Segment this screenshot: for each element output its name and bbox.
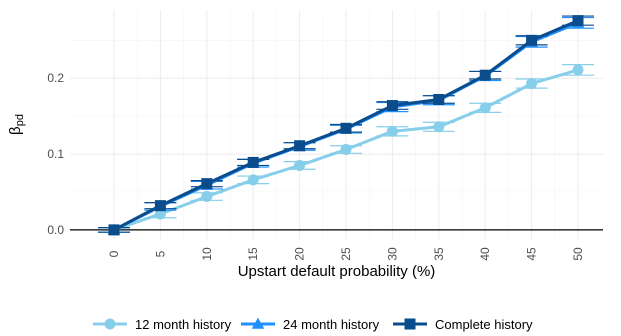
y-axis-ticks: 0.0 0.1 0.2 bbox=[47, 71, 64, 237]
legend: 12 month history 24 month history Complete… bbox=[93, 317, 533, 332]
y-tick-label: 0.2 bbox=[47, 71, 64, 85]
data-point bbox=[479, 102, 491, 114]
legend-label: Complete history bbox=[435, 317, 533, 332]
data-point bbox=[108, 224, 120, 236]
x-tick-label: 50 bbox=[571, 247, 585, 261]
series-layer bbox=[98, 15, 594, 236]
x-tick-label: 45 bbox=[525, 247, 539, 261]
data-point bbox=[294, 140, 306, 152]
series-12-month-history bbox=[98, 63, 594, 236]
x-axis-title: Upstart default probability (%) bbox=[238, 263, 436, 280]
data-point bbox=[572, 64, 584, 76]
legend-item: 12 month history bbox=[93, 317, 232, 332]
legend-key-marker bbox=[251, 317, 265, 329]
data-point bbox=[386, 125, 398, 137]
data-point bbox=[526, 78, 538, 90]
x-axis-ticks: 0 5 10 15 20 25 30 35 40 45 50 bbox=[107, 247, 585, 261]
data-point bbox=[201, 191, 213, 203]
legend-label: 24 month history bbox=[283, 317, 380, 332]
data-point bbox=[247, 174, 259, 186]
data-point bbox=[386, 100, 398, 112]
x-tick-label: 5 bbox=[153, 250, 167, 257]
y-axis-title-sub: pd bbox=[14, 114, 26, 126]
data-point bbox=[154, 208, 166, 220]
series-complete-history bbox=[98, 15, 594, 236]
y-axis-title: βpd bbox=[7, 114, 26, 135]
data-point bbox=[526, 34, 538, 46]
legend-item: Complete history bbox=[393, 317, 533, 332]
data-point bbox=[479, 69, 491, 81]
x-tick-label: 25 bbox=[339, 247, 353, 261]
x-tick-label: 10 bbox=[200, 247, 214, 261]
legend-key-marker bbox=[104, 318, 116, 330]
x-tick-label: 40 bbox=[478, 247, 492, 261]
x-tick-label: 35 bbox=[432, 247, 446, 261]
x-tick-label: 20 bbox=[293, 247, 307, 261]
data-point bbox=[154, 200, 166, 212]
data-point bbox=[433, 93, 445, 105]
legend-label: 12 month history bbox=[135, 317, 232, 332]
legend-key-marker bbox=[404, 318, 416, 330]
data-point bbox=[294, 159, 306, 171]
data-point bbox=[433, 121, 445, 133]
y-tick-label: 0.1 bbox=[47, 147, 64, 161]
y-axis-title-main: β bbox=[7, 126, 24, 135]
data-point bbox=[340, 144, 352, 156]
legend-item: 24 month history bbox=[241, 317, 380, 332]
data-point bbox=[201, 178, 213, 190]
y-tick-label: 0.0 bbox=[47, 223, 64, 237]
x-tick-label: 15 bbox=[246, 247, 260, 261]
data-point bbox=[572, 15, 584, 27]
data-point bbox=[340, 122, 352, 134]
x-tick-label: 0 bbox=[107, 250, 121, 257]
data-point bbox=[247, 156, 259, 168]
x-tick-label: 30 bbox=[385, 247, 399, 261]
